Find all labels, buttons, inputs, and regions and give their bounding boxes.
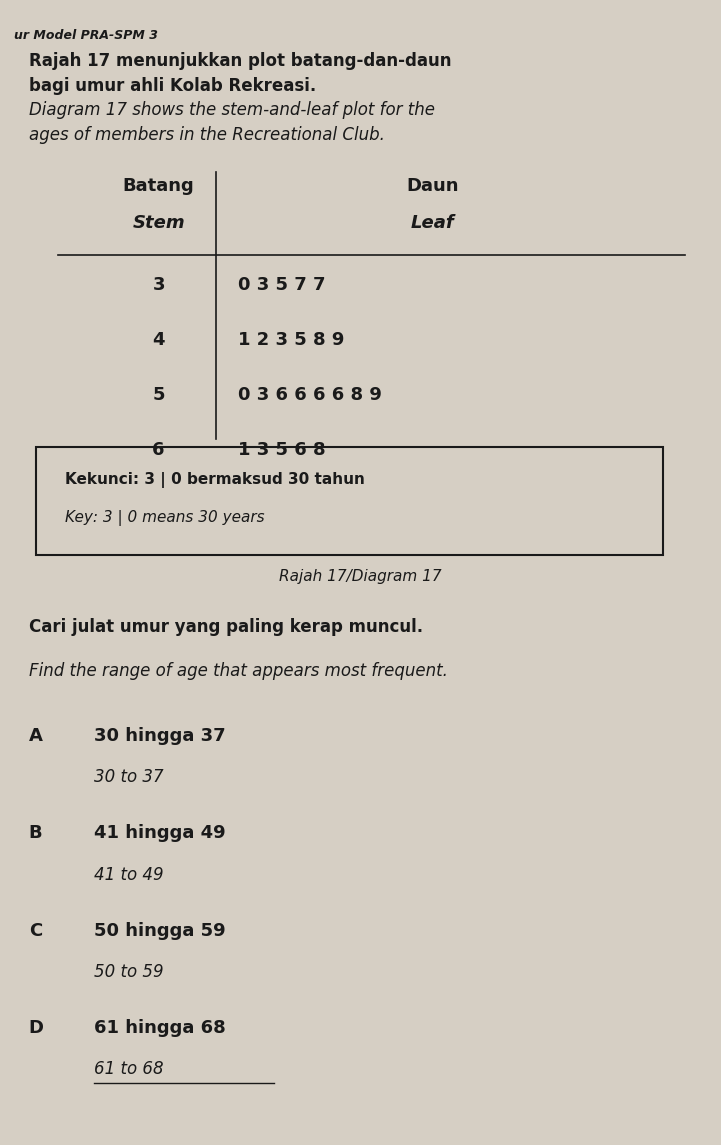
Text: 50 hingga 59: 50 hingga 59: [94, 922, 226, 940]
Text: 1 3 5 6 8: 1 3 5 6 8: [238, 441, 326, 459]
Text: Key: 3 | 0 means 30 years: Key: 3 | 0 means 30 years: [65, 510, 265, 526]
Text: 41 to 49: 41 to 49: [94, 866, 164, 884]
Text: D: D: [29, 1019, 44, 1037]
Text: 6: 6: [152, 441, 165, 459]
Text: 4: 4: [152, 331, 165, 349]
Text: 50 to 59: 50 to 59: [94, 963, 164, 981]
Text: ur Model PRA-SPM 3: ur Model PRA-SPM 3: [14, 29, 159, 41]
Text: 61 hingga 68: 61 hingga 68: [94, 1019, 226, 1037]
Text: C: C: [29, 922, 42, 940]
Text: 41 hingga 49: 41 hingga 49: [94, 824, 226, 843]
Text: Kekunci: 3 | 0 bermaksud 30 tahun: Kekunci: 3 | 0 bermaksud 30 tahun: [65, 472, 365, 488]
Text: B: B: [29, 824, 43, 843]
Text: Batang: Batang: [123, 177, 195, 196]
Text: 61 to 68: 61 to 68: [94, 1060, 164, 1079]
Text: Leaf: Leaf: [411, 214, 454, 232]
Text: Find the range of age that appears most frequent.: Find the range of age that appears most …: [29, 662, 448, 680]
Text: 3: 3: [152, 276, 165, 294]
Text: 30 hingga 37: 30 hingga 37: [94, 727, 226, 745]
Text: 5: 5: [152, 386, 165, 404]
Text: 0 3 5 7 7: 0 3 5 7 7: [238, 276, 325, 294]
Text: 1 2 3 5 8 9: 1 2 3 5 8 9: [238, 331, 345, 349]
Text: Stem: Stem: [133, 214, 185, 232]
FancyBboxPatch shape: [36, 447, 663, 555]
Text: A: A: [29, 727, 43, 745]
Text: Daun: Daun: [407, 177, 459, 196]
Text: Rajah 17 menunjukkan plot batang-dan-daun
bagi umur ahli Kolab Rekreasi.: Rajah 17 menunjukkan plot batang-dan-dau…: [29, 52, 451, 95]
Text: Rajah 17/Diagram 17: Rajah 17/Diagram 17: [279, 569, 442, 584]
Text: 30 to 37: 30 to 37: [94, 768, 164, 787]
Text: Cari julat umur yang paling kerap muncul.: Cari julat umur yang paling kerap muncul…: [29, 618, 423, 637]
Text: 0 3 6 6 6 6 8 9: 0 3 6 6 6 6 8 9: [238, 386, 382, 404]
Text: Diagram 17 shows the stem-and-leaf plot for the
ages of members in the Recreatio: Diagram 17 shows the stem-and-leaf plot …: [29, 101, 435, 144]
